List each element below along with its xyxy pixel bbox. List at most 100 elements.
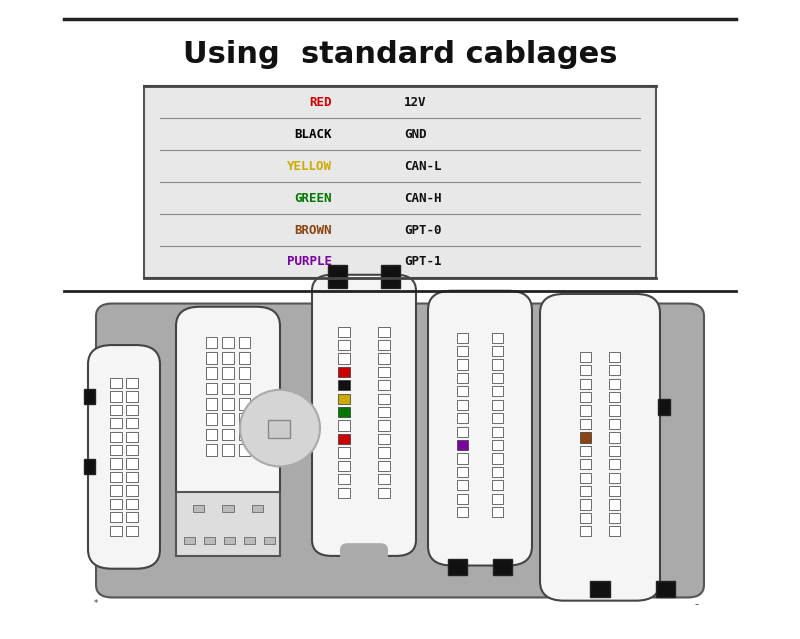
Bar (110, 486, 122, 496)
Bar (126, 459, 138, 469)
Bar (222, 337, 234, 348)
Bar (378, 327, 390, 337)
Bar (110, 419, 122, 429)
Bar (110, 472, 122, 482)
Bar (338, 340, 350, 350)
Bar (580, 459, 591, 469)
Bar (378, 461, 390, 471)
Bar (110, 432, 122, 442)
Bar (580, 446, 591, 456)
Bar (206, 383, 217, 394)
Bar (492, 507, 503, 518)
Bar (609, 459, 620, 469)
Bar (206, 429, 217, 440)
Bar (328, 265, 347, 288)
Bar (126, 378, 138, 389)
FancyBboxPatch shape (340, 543, 388, 581)
Bar (609, 366, 620, 376)
Bar (580, 406, 591, 416)
Bar (457, 494, 468, 504)
Bar (239, 429, 250, 440)
Bar (492, 466, 503, 477)
Bar (338, 327, 350, 337)
Bar (206, 413, 217, 425)
Bar (222, 413, 234, 425)
Bar (239, 367, 250, 379)
Bar (206, 337, 217, 348)
Bar (193, 505, 204, 512)
Bar (338, 380, 350, 390)
Bar (580, 513, 591, 523)
Bar (457, 507, 468, 518)
Text: BLACK: BLACK (294, 128, 332, 141)
Bar (457, 359, 468, 369)
Bar (239, 352, 250, 364)
Bar (378, 488, 390, 498)
Bar (222, 367, 234, 379)
Bar (580, 351, 591, 362)
Bar (222, 398, 234, 410)
Bar (580, 366, 591, 376)
Bar (457, 427, 468, 437)
Text: 12V: 12V (404, 96, 426, 109)
Bar (457, 413, 468, 424)
Bar (448, 559, 467, 575)
Bar (110, 512, 122, 523)
Bar (126, 405, 138, 415)
Bar (580, 433, 591, 443)
Bar (264, 537, 275, 544)
Bar (492, 400, 503, 410)
Bar (126, 525, 138, 535)
Text: GND: GND (404, 128, 426, 141)
Text: GREEN: GREEN (294, 192, 332, 204)
Text: PURPLE: PURPLE (287, 256, 332, 268)
Bar (609, 527, 620, 537)
Bar (110, 445, 122, 456)
Bar (126, 391, 138, 402)
Bar (457, 454, 468, 464)
Bar (492, 481, 503, 491)
Bar (492, 440, 503, 450)
Bar (378, 434, 390, 444)
Bar (580, 392, 591, 403)
Bar (492, 373, 503, 383)
Bar (609, 392, 620, 403)
Text: -: - (694, 599, 698, 609)
Bar (457, 481, 468, 491)
Bar (492, 454, 503, 464)
FancyBboxPatch shape (540, 294, 660, 601)
Bar (239, 398, 250, 410)
Bar (338, 474, 350, 484)
Ellipse shape (240, 390, 320, 466)
Bar (338, 488, 350, 498)
Bar (492, 494, 503, 504)
Bar (457, 400, 468, 410)
Bar (609, 500, 620, 510)
Bar (239, 413, 250, 425)
Bar (239, 337, 250, 348)
Bar (206, 398, 217, 410)
Text: GPT-1: GPT-1 (404, 256, 442, 268)
Bar (110, 459, 122, 469)
Bar (239, 444, 250, 456)
Bar (126, 512, 138, 523)
Bar (338, 353, 350, 364)
Bar (378, 353, 390, 364)
Bar (378, 340, 390, 350)
Bar (492, 346, 503, 357)
Bar (580, 473, 591, 483)
Bar (126, 486, 138, 496)
Bar (252, 505, 263, 512)
Bar (378, 474, 390, 484)
Bar (378, 447, 390, 458)
Text: CAN-L: CAN-L (404, 160, 442, 173)
Bar (110, 499, 122, 509)
Text: BROWN: BROWN (294, 224, 332, 236)
Bar (580, 527, 591, 537)
Bar (110, 525, 122, 535)
Bar (84, 459, 95, 474)
Bar (338, 434, 350, 444)
Bar (338, 461, 350, 471)
Bar (268, 420, 290, 438)
Bar (609, 486, 620, 497)
